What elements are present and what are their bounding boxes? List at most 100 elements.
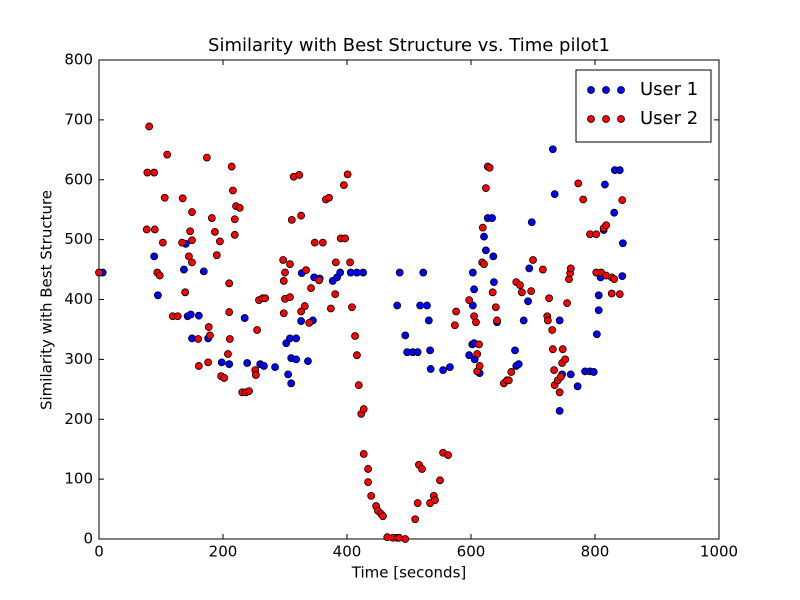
point [359,268,368,277]
point [243,359,252,367]
point [379,512,387,521]
point [524,297,532,306]
point [351,332,359,340]
point [286,260,294,269]
point [618,196,627,205]
point [95,268,103,277]
point [240,314,249,322]
point [527,218,536,227]
point [336,268,345,277]
point [194,362,203,370]
point [346,258,355,267]
point [315,276,324,285]
point [225,360,234,369]
point [188,236,196,245]
point [423,301,431,310]
point [271,363,279,372]
point [188,208,196,216]
point [302,266,310,275]
point [480,232,488,241]
point [561,355,570,364]
point [419,268,428,277]
point [230,230,239,239]
point [401,331,410,340]
x-axis-label: Time [seconds] [351,564,467,582]
point [364,465,372,473]
point [287,379,296,388]
legend-marker [617,115,625,123]
legend-label: User 2 [640,108,698,129]
point [610,275,619,284]
point [566,264,575,273]
point [354,381,363,390]
point [150,225,159,234]
point [204,358,213,367]
point [253,326,262,334]
point [418,465,426,473]
point [618,272,627,281]
point [478,223,487,232]
point [468,268,477,277]
point [359,450,368,458]
y-tick-label: 700 [64,110,93,128]
point [150,168,159,177]
point [514,360,523,369]
point [545,294,554,303]
point [525,264,534,273]
legend-marker [617,86,625,94]
point [310,238,319,247]
point [411,515,420,524]
point [142,225,151,234]
point [364,478,372,487]
legend-label: User 1 [640,79,698,100]
point [465,351,474,360]
point [472,318,480,327]
point [186,310,195,319]
point [488,214,496,222]
point [615,166,624,175]
point [485,163,494,172]
point [431,496,439,504]
point [279,277,288,285]
point [202,153,211,162]
point [297,317,306,325]
point [326,304,335,313]
point [610,208,619,217]
point [163,150,172,159]
point [145,122,154,131]
point [348,303,356,312]
point [589,368,598,376]
y-tick-label: 500 [64,230,93,248]
x-tick-label: 0 [94,543,104,561]
point [292,355,301,364]
point [188,258,196,267]
point [230,215,239,224]
point [558,345,567,354]
point [227,162,236,171]
point [211,227,219,236]
point [341,234,350,243]
point [548,326,557,334]
point [574,179,583,188]
y-axis-label: Similarity with Best Structure [38,190,56,410]
legend-marker [602,86,610,94]
point [543,316,552,325]
point [284,370,293,379]
point [395,533,403,542]
legend-box [575,69,712,143]
point [490,278,498,287]
point [619,239,627,248]
point [607,289,616,298]
point [295,171,304,179]
x-tick-label: 1000 [700,543,738,561]
x-tick-label: 400 [333,543,362,561]
point [550,366,558,375]
point [426,365,435,373]
point [207,214,216,222]
point [287,215,296,224]
point [539,265,547,274]
point [517,288,526,297]
point [155,271,164,280]
point [426,346,434,355]
